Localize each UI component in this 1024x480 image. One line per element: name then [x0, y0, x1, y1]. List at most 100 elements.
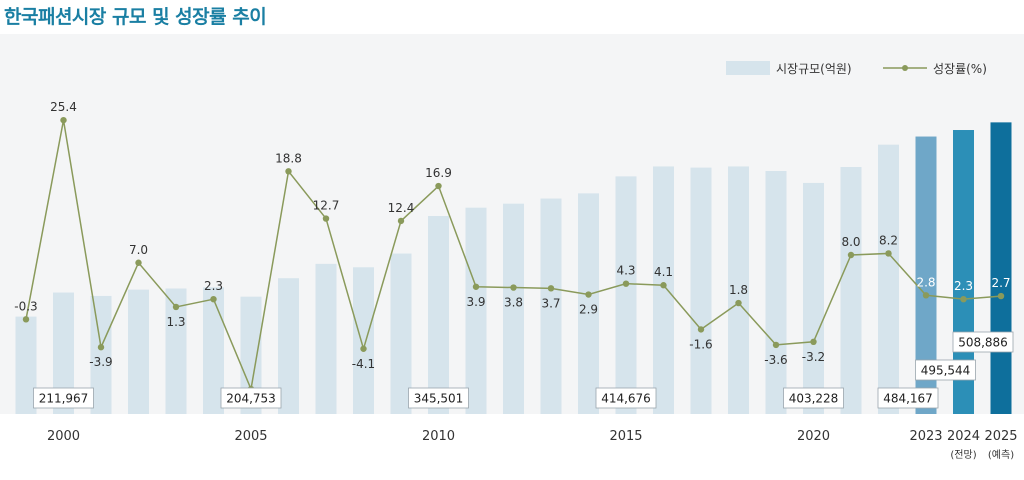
x-tick-label-2025: 2025	[984, 429, 1017, 444]
line-label-2003: 1.3	[166, 315, 185, 329]
legend-bar-swatch	[726, 61, 770, 75]
bar-value-labels: 211,967 204,753 345,501 414,676 403,228 484,1…	[33, 331, 1014, 409]
line-label-2023: 2.8	[916, 275, 935, 289]
bar-value-box-2020	[783, 387, 844, 409]
line-point-1999	[22, 316, 30, 323]
bar-2006	[278, 278, 299, 414]
bar-value-box-2010	[408, 387, 469, 409]
bar-2012	[503, 203, 524, 414]
line-point-2002	[135, 259, 142, 266]
bar-2025	[990, 122, 1012, 415]
line-label-2000: 25.4	[50, 100, 77, 114]
bar-value-label-2024: 495,544	[921, 364, 971, 378]
bar-value-label-2020: 403,228	[789, 392, 839, 406]
line-label-2024: 2.3	[954, 279, 973, 293]
line-point-2016	[660, 282, 667, 289]
bar-value-label-2000: 211,967	[39, 392, 89, 406]
line-point-2023	[922, 292, 930, 299]
bar-value-box-2023	[877, 387, 939, 409]
bar-2009	[390, 253, 412, 414]
line-point-2000	[60, 116, 67, 124]
bar-2001	[90, 295, 112, 414]
line-point-2024	[960, 295, 967, 303]
bar-2003	[165, 288, 187, 414]
x-tick-label-2023: 2023	[909, 429, 942, 444]
bar-2022	[878, 144, 899, 414]
line-point-2013	[547, 285, 555, 292]
bar-2005	[240, 296, 262, 414]
line-label-2014: 2.9	[579, 303, 598, 317]
bar-2000	[53, 292, 74, 414]
bar-2014	[578, 193, 599, 414]
bar-2016	[653, 166, 674, 414]
line-label-2007: 12.7	[313, 199, 340, 213]
line-point-2022	[885, 250, 892, 257]
line-label-2011: 3.9	[466, 295, 485, 309]
line-label-2006: 18.8	[275, 151, 302, 165]
line-point-2014	[585, 291, 592, 298]
line-point-2018	[735, 299, 742, 307]
line-point-2021	[847, 251, 855, 259]
line-point-2015	[622, 280, 630, 287]
bar-2008	[353, 267, 374, 414]
x-tick-label-2024: 2024	[947, 429, 980, 444]
bar-2019	[765, 171, 787, 414]
line-label-2001: -3.9	[89, 355, 112, 369]
line-label-2012: 3.8	[504, 296, 523, 310]
x-sublabel-2024: (전망)	[950, 449, 976, 461]
x-tick-label-2000: 2000	[47, 429, 80, 444]
bar-2002	[128, 289, 149, 414]
bar-2013	[540, 198, 562, 414]
bar-2017	[690, 167, 712, 414]
bar-value-label-2010: 345,501	[414, 392, 464, 406]
line-label-2010: 16.9	[425, 166, 452, 180]
chart-title: 한국패션시장 규모 및 성장률 추이	[4, 6, 267, 28]
line-label-2009: 12.4	[388, 201, 415, 215]
line-point-2020	[810, 338, 817, 345]
line-point-2007	[322, 215, 330, 222]
x-axis: 2000 2005 2010 2015 2020 2023 2024 2025 (전망) (예측)	[47, 429, 1018, 461]
bar-value-label-2025: 508,886	[958, 336, 1008, 350]
line-label-2002: 7.0	[129, 243, 148, 257]
line-point-2004	[210, 295, 217, 303]
line-point-2019	[772, 341, 780, 349]
chart-area: -0.325.4-3.97.01.32.3-9.318.812.7-4.112.…	[0, 34, 1024, 476]
line-point-2011	[472, 283, 480, 290]
bar-value-box-2024	[915, 359, 976, 381]
line-label-2017: -1.6	[689, 337, 712, 351]
bar-2021	[840, 167, 862, 414]
line-label-2019: -3.6	[764, 353, 787, 367]
line-label-2013: 3.7	[541, 296, 560, 310]
x-tick-label-2005: 2005	[234, 429, 267, 444]
bar-value-box-2015	[595, 387, 657, 409]
bar-2018	[728, 166, 749, 414]
line-label-2015: 4.3	[616, 264, 635, 278]
line-point-2025	[997, 292, 1005, 300]
legend-line-marker	[902, 65, 908, 71]
line-point-2006	[285, 168, 292, 175]
legend: 시장규모(억원) 성장률(%)	[726, 61, 987, 76]
line-point-2010	[435, 182, 442, 190]
line-label-2021: 8.0	[841, 235, 860, 249]
bar-2011	[465, 207, 487, 414]
line-label-1999: -0.3	[14, 299, 37, 313]
line-label-2022: 8.2	[879, 233, 898, 247]
line-label-2008: -4.1	[352, 357, 375, 371]
line-point-2001	[97, 344, 105, 351]
bar-value-box-2025	[952, 331, 1014, 353]
line-label-2016: 4.1	[654, 265, 673, 279]
bar-1999	[15, 316, 37, 414]
line-label-2018: 1.8	[729, 283, 748, 297]
bar-value-label-2023: 484,167	[883, 392, 933, 406]
bar-2007	[315, 263, 337, 414]
line-point-2017	[697, 326, 705, 333]
line-label-2004: 2.3	[204, 279, 223, 293]
chart-svg: -0.325.4-3.97.01.32.3-9.318.812.7-4.112.…	[0, 34, 1024, 461]
line-point-2003	[172, 303, 180, 311]
bar-2023	[915, 136, 937, 414]
bar-value-box-2000	[33, 387, 94, 409]
line-point-2008	[360, 345, 367, 352]
bar-value-box-2005	[220, 387, 282, 409]
line-label-2020: -3.2	[802, 350, 825, 364]
bar-2020	[803, 182, 824, 414]
